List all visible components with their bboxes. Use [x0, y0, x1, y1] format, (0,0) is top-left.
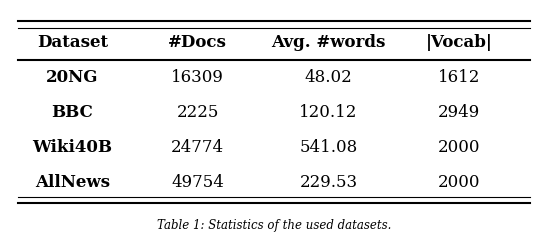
- Text: 229.53: 229.53: [299, 174, 358, 191]
- Text: 16309: 16309: [171, 69, 224, 86]
- Text: |Vocab|: |Vocab|: [426, 34, 493, 51]
- Text: 49754: 49754: [171, 174, 224, 191]
- Text: Wiki40B: Wiki40B: [32, 139, 112, 156]
- Text: Avg. #words: Avg. #words: [271, 34, 386, 51]
- Text: AllNews: AllNews: [35, 174, 110, 191]
- Text: 2000: 2000: [438, 174, 481, 191]
- Text: Table 1: Statistics of the used datasets.: Table 1: Statistics of the used datasets…: [157, 219, 391, 232]
- Text: 2225: 2225: [176, 104, 219, 121]
- Text: 2000: 2000: [438, 139, 481, 156]
- Text: 2949: 2949: [438, 104, 481, 121]
- Text: 20NG: 20NG: [46, 69, 99, 86]
- Text: BBC: BBC: [52, 104, 93, 121]
- Text: 24774: 24774: [171, 139, 224, 156]
- Text: 48.02: 48.02: [305, 69, 352, 86]
- Text: Dataset: Dataset: [37, 34, 108, 51]
- Text: 541.08: 541.08: [299, 139, 358, 156]
- Text: #Docs: #Docs: [168, 34, 227, 51]
- Text: 120.12: 120.12: [299, 104, 358, 121]
- Text: 1612: 1612: [438, 69, 481, 86]
